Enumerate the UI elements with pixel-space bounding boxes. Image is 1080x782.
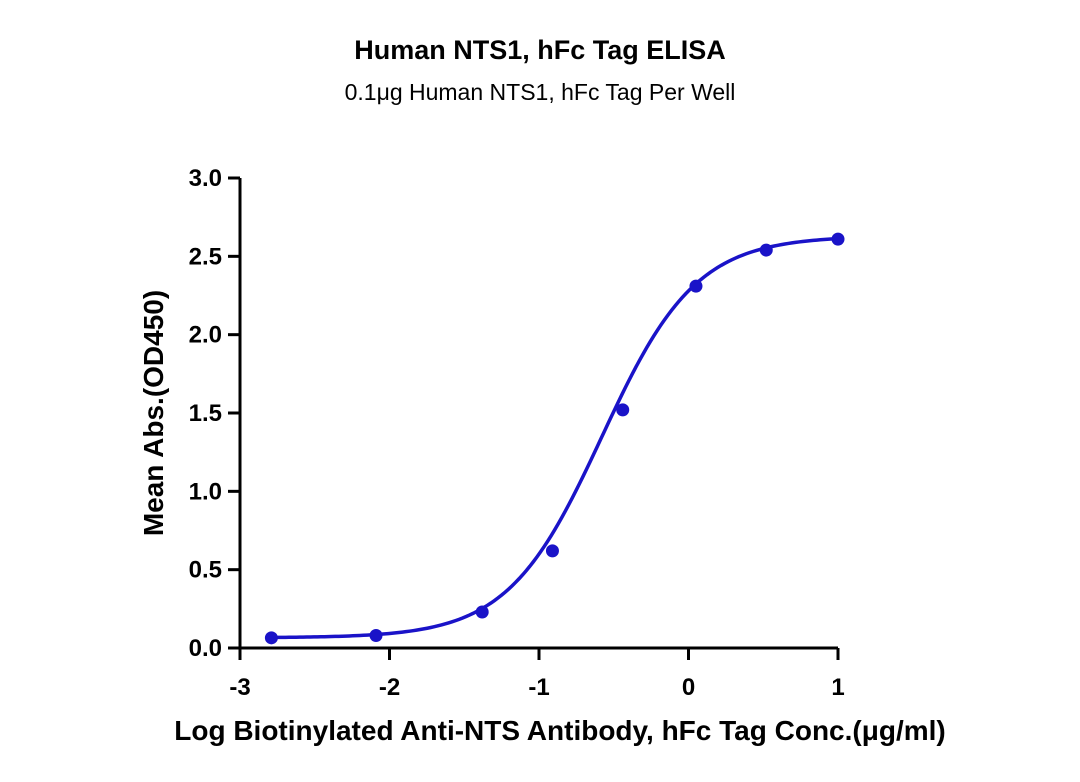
x-tick-label: -3	[229, 674, 250, 701]
data-point	[475, 605, 489, 619]
data-point	[831, 232, 845, 246]
y-tick-label: 0.0	[189, 635, 222, 662]
x-ticks: -3 -2 -1 0 1	[229, 648, 845, 701]
axes	[238, 178, 838, 650]
data-points	[264, 232, 845, 645]
x-tick-label: -2	[379, 674, 400, 701]
x-tick-label: 0	[682, 674, 695, 701]
x-axis-title: Log Biotinylated Anti-NTS Antibody, hFc …	[174, 715, 946, 746]
y-tick-label: 3.0	[189, 165, 222, 192]
y-axis-title: Mean Abs.(OD450)	[138, 290, 169, 536]
x-tick-label: -1	[528, 674, 549, 701]
data-point	[759, 243, 773, 257]
data-point	[545, 544, 559, 558]
y-tick-label: 2.5	[189, 243, 222, 270]
chart-title: Human NTS1, hFc Tag ELISA	[354, 35, 726, 65]
data-point	[689, 279, 703, 293]
data-point	[369, 628, 383, 642]
y-tick-label: 2.0	[189, 322, 222, 349]
y-tick-label: 0.5	[189, 557, 222, 584]
x-tick-label: 1	[831, 674, 844, 701]
data-point	[264, 631, 278, 645]
fit-curve	[271, 236, 839, 640]
chart-subtitle: 0.1μg Human NTS1, hFc Tag Per Well	[345, 79, 736, 105]
y-ticks: 0.0 0.5 1.0 1.5 2.0 2.5 3.0	[189, 165, 240, 662]
y-tick-label: 1.5	[189, 400, 222, 427]
data-point	[616, 403, 630, 417]
y-tick-label: 1.0	[189, 478, 222, 505]
